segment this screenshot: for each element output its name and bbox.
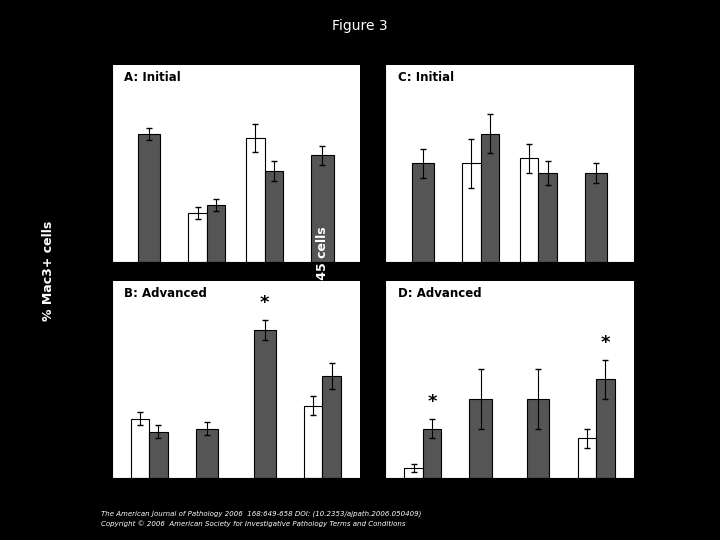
- Bar: [265, 171, 283, 262]
- Bar: [585, 173, 607, 262]
- Bar: [520, 158, 539, 262]
- Bar: [246, 138, 265, 262]
- Bar: [138, 134, 161, 262]
- Text: % Mac3+ cells: % Mac3+ cells: [42, 221, 55, 321]
- Text: The American Journal of Pathology 2006  168:649-658 DOI: (10.2353/ajpath.2006.05: The American Journal of Pathology 2006 1…: [101, 510, 421, 517]
- Bar: [253, 330, 276, 478]
- Bar: [196, 429, 218, 478]
- Text: % CD45 cells: % CD45 cells: [316, 227, 329, 316]
- Text: *: *: [260, 294, 269, 312]
- Bar: [189, 213, 207, 262]
- Bar: [596, 379, 615, 478]
- Bar: [304, 406, 323, 478]
- Text: C: Initial: C: Initial: [397, 71, 454, 84]
- Bar: [412, 163, 434, 262]
- Bar: [480, 134, 499, 262]
- Text: D: Advanced: D: Advanced: [397, 287, 481, 300]
- Text: B: Advanced: B: Advanced: [124, 287, 207, 300]
- Bar: [423, 429, 441, 478]
- Bar: [323, 376, 341, 478]
- Bar: [149, 432, 168, 478]
- Text: *: *: [600, 334, 610, 352]
- Bar: [311, 156, 333, 262]
- Text: Figure 3: Figure 3: [332, 19, 388, 33]
- Bar: [577, 438, 596, 478]
- Bar: [207, 205, 225, 262]
- Bar: [130, 419, 149, 478]
- Text: *: *: [427, 393, 437, 411]
- Bar: [539, 173, 557, 262]
- Text: Copyright © 2006  American Society for Investigative Pathology Terms and Conditi: Copyright © 2006 American Society for In…: [101, 521, 405, 527]
- Bar: [469, 399, 492, 478]
- Bar: [527, 399, 549, 478]
- Bar: [462, 163, 480, 262]
- Bar: [404, 468, 423, 478]
- Text: A: Initial: A: Initial: [124, 71, 181, 84]
